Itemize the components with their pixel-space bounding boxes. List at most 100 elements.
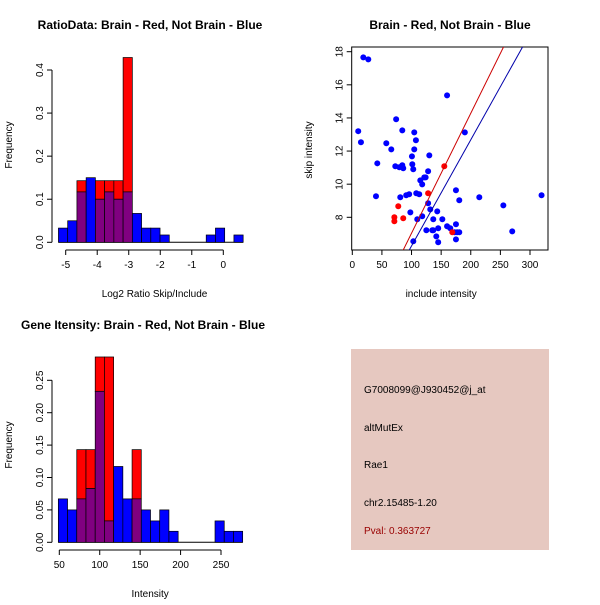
point-not-brain [423,227,430,234]
point-not-brain [409,161,416,168]
point-not-brain [397,194,404,201]
bar-overlap [76,498,87,543]
point-not-brain [476,194,483,201]
bar-not-brain [215,227,226,243]
point-not-brain [456,229,463,236]
point-not-brain [360,54,367,61]
bar-brain [131,449,142,500]
bar-not-brain [85,177,96,243]
bar-brain [94,356,105,392]
chart-title: Brain - Red, Not Brain - Blue [369,18,531,32]
plot-box [351,46,549,251]
bar-not-brain [214,520,225,543]
point-not-brain [500,202,507,209]
bar-not-brain [58,227,69,243]
x-tick-label: -5 [61,260,70,271]
bar-overlap [113,198,124,243]
y-tick-label: 12 [335,145,346,157]
bar-brain [113,180,124,200]
y-tick-label: 10 [335,178,346,190]
point-not-brain [422,174,429,181]
bar-not-brain [150,227,161,243]
point-not-brain [435,239,442,246]
point-not-brain [439,216,446,223]
point-not-brain [461,129,468,136]
bar-not-brain [140,509,151,543]
point-not-brain [400,165,407,172]
point-not-brain [419,181,426,188]
event-type: altMutEx [364,423,403,434]
y-tick-label: 18 [335,46,346,58]
point-brain [395,203,402,210]
point-not-brain [393,116,400,123]
fit-line-blue [408,47,524,250]
y-tick-label: 0.0 [35,235,46,249]
point-not-brain [408,153,415,160]
point-not-brain [430,216,437,223]
bar-not-brain [122,498,133,543]
point-not-brain [406,191,413,198]
x-tick-label: 0 [221,260,227,271]
point-not-brain [427,206,434,213]
point-not-brain [426,152,433,159]
point-not-brain [452,221,459,228]
x-tick-label: 100 [403,260,420,271]
point-not-brain [444,92,451,99]
x-tick-label: 250 [213,560,230,571]
bar-brain [122,57,133,193]
point-brain [449,229,456,236]
chart-title: Gene Itensity: Brain - Red, Not Brain - … [21,318,265,332]
bar-overlap [131,498,142,543]
bar-not-brain [223,530,234,543]
point-brain [400,215,407,222]
y-tick-label: 0.3 [35,106,46,120]
point-not-brain [435,225,442,232]
y-tick-label: 0.15 [35,435,46,455]
bar-overlap [104,520,114,543]
point-not-brain [383,140,390,147]
point-not-brain [509,228,516,235]
pval-text: Pval: 0.363727 [364,526,431,537]
bar-not-brain [233,234,244,243]
bar-not-brain [113,466,124,543]
x-tick-label: -4 [93,260,102,271]
x-tick-label: 250 [492,260,509,271]
point-not-brain [355,128,362,135]
point-not-brain [434,208,441,215]
x-tick-label: -3 [124,260,133,271]
bar-not-brain [131,213,142,243]
bar-not-brain [159,509,170,543]
probe-id: G7008099@J930452@j_at [364,385,486,396]
bar-overlap [85,488,96,543]
point-brain [425,190,432,197]
y-axis-label: skip intensity [304,121,315,178]
x-tick-label: 100 [91,560,108,571]
gene-name: Rae1 [364,460,388,471]
fit-line-red [402,47,505,250]
x-tick-label: 300 [522,260,539,271]
point-not-brain [416,191,423,198]
info-panel: G7008099@J930452@j_at altMutEx Rae1 chr2… [351,349,549,550]
bar-not-brain [67,220,78,243]
point-not-brain [452,236,459,243]
bar-overlap [94,390,105,543]
genomic-location: chr2.15485-1.20 [364,498,437,509]
point-not-brain [452,187,459,194]
bar-overlap [104,191,115,243]
point-not-brain [433,233,440,240]
y-tick-label: 0.10 [35,467,46,487]
bar-brain [104,356,114,522]
x-tick-label: 0 [350,260,356,271]
bar-not-brain [233,530,244,543]
x-axis-label: Log2 Ratio Skip/Include [102,289,208,300]
y-tick-label: 16 [335,79,346,91]
y-tick-label: 0.05 [35,500,46,520]
point-not-brain [374,160,381,167]
y-tick-label: 0.4 [35,63,46,77]
y-tick-label: 8 [335,214,346,220]
bar-overlap [95,198,105,243]
bar-brain [76,180,87,193]
point-not-brain [388,146,395,153]
bar-overlap [76,191,87,243]
